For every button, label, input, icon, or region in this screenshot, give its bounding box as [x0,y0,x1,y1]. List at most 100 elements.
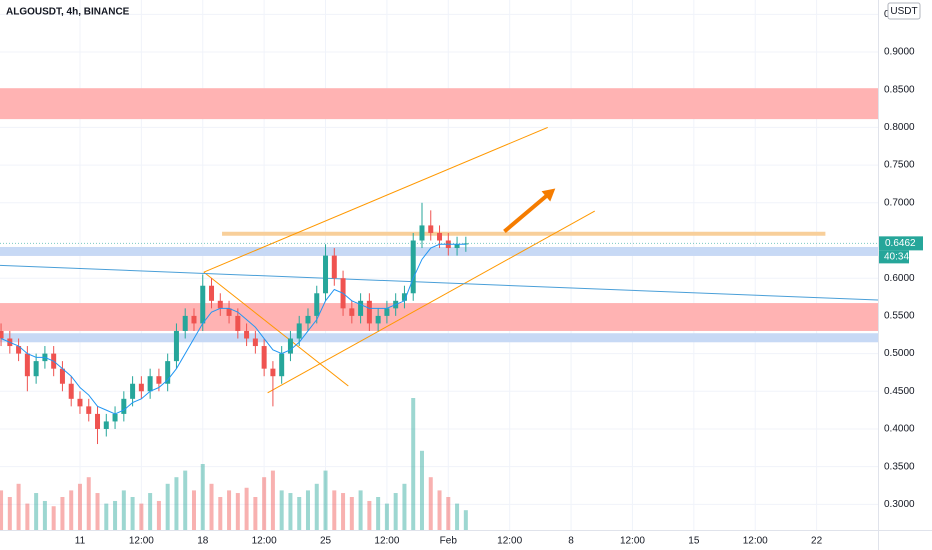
candle-body [323,255,329,294]
trend-line [203,126,548,273]
y-tick-label: 0.5000 [884,348,915,359]
candle-body [121,398,127,414]
volume-bar [209,483,214,530]
candle-body [182,315,188,331]
volume-bar [0,490,4,530]
volume-bar [332,490,337,530]
candle-body [59,368,65,384]
arrow-shaft [503,192,551,233]
volume-bar [42,500,47,530]
moving-average [0,243,466,415]
candle-body [68,383,74,399]
volume-bar [165,483,170,530]
candle-body [200,285,206,324]
unit-box[interactable] [887,2,921,20]
y-tick-label: 0.4500 [884,386,915,397]
candle-body [305,315,311,324]
volume-bar [367,500,372,530]
volume-bar [69,490,74,530]
volume-bar [25,503,30,530]
volume-bar [16,483,21,530]
volume-bar [428,477,433,530]
volume-bar [156,500,161,530]
volume-bar [174,477,179,530]
x-tick-label: 12:00 [743,536,768,547]
candle-body [270,368,276,377]
candle-body [24,353,30,377]
volume-bar [305,490,310,530]
volume-bar [358,490,363,530]
candle-body [375,315,381,324]
y-tick-label: 0.3000 [884,499,915,510]
volume-bar [86,477,91,530]
volume-bar [244,487,249,530]
y-tick-label: 0.8500 [884,84,915,95]
x-tick-label: 22 [811,536,823,547]
y-tick-label: 0.6000 [884,273,915,284]
volume-bar [411,398,416,530]
volume-bar [437,490,442,530]
candle-body [437,232,443,241]
x-tick-label: 15 [688,536,700,547]
volume-bar [402,483,407,530]
candle-body [244,330,250,339]
candle-body [279,353,285,377]
x-tick-label: 8 [568,536,574,547]
y-tick-label: 0.7500 [884,160,915,171]
volume-bar [34,493,39,530]
candle-body [0,330,4,339]
y-tick-label: 0.4000 [884,424,915,435]
y-tick-label: 0.9000 [884,47,915,58]
countdown-box [879,250,909,264]
last-price-label: 0.6462 [885,238,916,249]
candle-body [33,361,39,377]
candle-body [366,300,372,324]
candle-body [77,398,83,407]
candle-body [112,413,118,422]
volume-bar [384,503,389,530]
volume-bar [253,497,258,530]
x-tick-label: 12:00 [497,536,522,547]
candle-body [138,383,144,392]
candle-body [331,255,337,279]
candle-body [156,376,162,384]
candle-body [103,421,109,429]
y-tick-label: 0.3500 [884,461,915,472]
x-tick-label: 12:00 [374,536,399,547]
volume-bar [419,450,424,530]
trend-line [267,210,595,394]
candle-body [191,315,197,324]
candle-body [314,293,320,316]
volume-bar [455,503,460,530]
candle-body [358,300,364,316]
x-tick-label: 11 [75,536,86,547]
volume-bar [183,470,188,530]
candle-body [165,361,171,384]
candle-body [296,323,302,339]
zone [0,333,878,343]
volume-bar [376,497,381,530]
volume-bar [95,493,100,530]
volume-bar [288,493,293,530]
y-tick-label: 0.5500 [884,311,915,322]
candle-body [349,308,355,316]
volume-bar [191,490,196,530]
candle-body [16,346,22,354]
last-price-box [879,236,923,251]
volume-bar [262,477,267,530]
candle-body [235,315,241,331]
candle-body [130,383,136,399]
volume-bar [227,490,232,530]
volume-bar [113,500,118,530]
candle-body [401,293,407,301]
candle-body [95,413,101,429]
candle-body [217,300,223,309]
volume-bar [323,470,328,530]
volume-bar [130,497,135,530]
y-tick-label: 0.8000 [884,122,915,133]
x-tick-label: 12:00 [129,536,154,547]
volume-bar [463,510,468,530]
candle-body [147,376,153,392]
volume-bar [218,497,223,530]
